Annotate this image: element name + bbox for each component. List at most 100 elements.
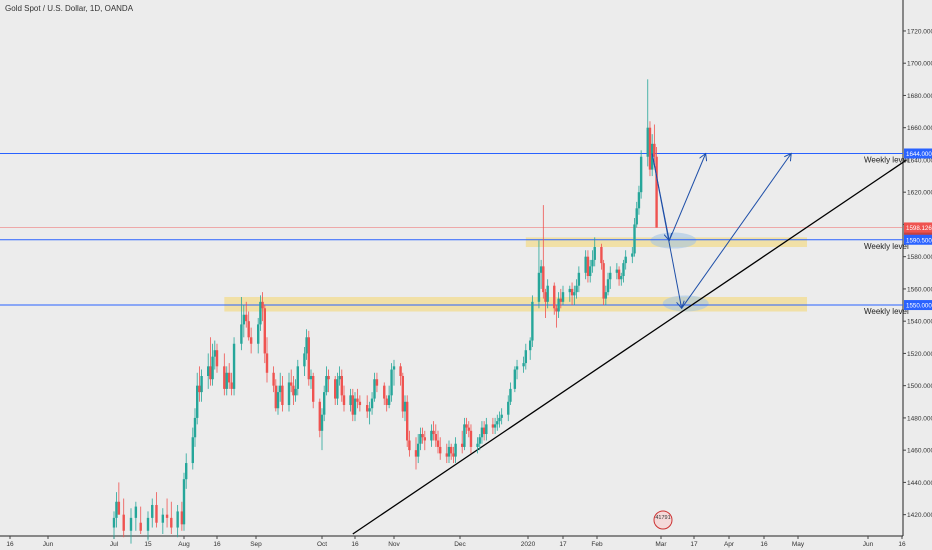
time-tick-label: Nov <box>388 541 400 548</box>
candle-body <box>225 372 228 389</box>
candle-body <box>294 388 297 396</box>
candle-body <box>439 446 442 454</box>
candle-body <box>342 395 346 406</box>
candle-body <box>522 363 525 367</box>
time-tick-label: 17 <box>559 541 567 548</box>
candle-body <box>155 504 158 523</box>
candle-body <box>349 395 352 406</box>
candle-body <box>631 253 634 257</box>
candle-body <box>129 517 133 531</box>
projection-arrow-4[interactable] <box>681 153 792 309</box>
candle-body <box>191 437 194 464</box>
candle-body <box>606 279 610 293</box>
candle-body <box>436 440 440 447</box>
logo-badge <box>653 510 673 530</box>
candle-body <box>165 514 169 518</box>
candle-body <box>615 269 619 273</box>
candle-body <box>463 424 466 447</box>
candle-body <box>447 446 451 457</box>
candle-body <box>370 398 374 409</box>
time-tick-label: 16 <box>898 541 906 548</box>
candle-body <box>485 424 488 435</box>
candle-body <box>600 247 603 264</box>
candle-body <box>303 353 306 367</box>
candle-body <box>383 385 386 399</box>
candle-body <box>524 350 528 364</box>
candle-body <box>476 443 479 447</box>
candle-body <box>450 446 453 454</box>
candle-body <box>200 375 203 393</box>
candle-body <box>353 398 357 415</box>
time-tick-label: 2020 <box>521 541 536 548</box>
candle-body <box>584 256 587 273</box>
candle-body <box>122 514 125 531</box>
candle-body <box>390 369 393 396</box>
weekly-level-label-2[interactable]: Weekly level <box>864 242 909 251</box>
candle-body <box>198 385 201 393</box>
price-tag-mid-bg <box>904 234 932 245</box>
candle-body <box>161 514 165 523</box>
candle-body <box>454 443 457 457</box>
candle-body <box>368 408 371 412</box>
candle-body <box>399 366 402 376</box>
candle-body <box>209 366 212 380</box>
candle-body <box>568 288 571 293</box>
candle-body <box>309 375 313 380</box>
target-ellipse-1[interactable] <box>650 232 697 249</box>
candle-body <box>242 314 246 325</box>
candle-body <box>305 337 308 354</box>
price-tick-label: 1440.000 <box>907 480 932 487</box>
candle-body <box>247 321 250 338</box>
price-tag-current-bg <box>904 222 932 233</box>
time-tick-label: 15 <box>144 541 152 548</box>
price-tick-label: 1540.000 <box>907 319 932 326</box>
candle-body <box>296 366 299 389</box>
logo-text: 41791 <box>655 515 670 521</box>
candle-body <box>509 388 512 402</box>
candle-body <box>336 379 339 399</box>
support-zone[interactable] <box>224 296 808 312</box>
candle-body <box>263 308 266 354</box>
candle-body <box>531 301 534 341</box>
weekly-level-label-3[interactable]: Weekly level <box>864 307 909 316</box>
candle-body <box>515 366 519 370</box>
ascending-trendline[interactable] <box>352 159 907 535</box>
candle-body <box>392 366 396 370</box>
candle-body <box>193 417 197 438</box>
target-ellipse-2[interactable] <box>662 295 709 312</box>
candle-body <box>637 192 641 209</box>
candle-body <box>553 285 556 309</box>
price-tag-current: 1598.126 <box>906 225 932 232</box>
candle-body <box>230 382 233 389</box>
candle-body <box>624 256 627 264</box>
candle-body <box>274 385 277 409</box>
candle-body <box>112 517 116 528</box>
price-tag-support-bg <box>904 300 932 311</box>
candle-body <box>482 427 486 435</box>
candle-body <box>577 272 581 286</box>
candle-body <box>180 511 184 525</box>
time-tick-label: Jul <box>110 541 119 548</box>
projection-arrow-2[interactable] <box>668 153 705 241</box>
candle-body <box>620 276 623 280</box>
candle-body <box>240 324 243 344</box>
candle-body <box>452 453 455 457</box>
weekly-level-label-1[interactable]: Weekly level <box>864 155 909 164</box>
candle-body <box>539 266 543 273</box>
price-tick-label: 1680.000 <box>907 93 932 100</box>
candle-body <box>358 401 362 406</box>
time-tick-label: 17 <box>690 541 698 548</box>
projection-arrow-3[interactable] <box>651 153 681 308</box>
price-tick-label: 1700.000 <box>907 61 932 68</box>
chart-title: Gold Spot / U.S. Dollar, 1D, OANDA <box>5 4 134 13</box>
candle-body <box>633 224 636 254</box>
candle-body <box>617 269 621 280</box>
candle-body <box>232 343 236 389</box>
time-tick-label: Jun <box>43 541 54 548</box>
price-tick-label: 1660.000 <box>907 125 932 132</box>
candle-body <box>639 156 643 193</box>
candle-body <box>507 401 510 415</box>
price-tick-label: 1720.000 <box>907 28 932 35</box>
